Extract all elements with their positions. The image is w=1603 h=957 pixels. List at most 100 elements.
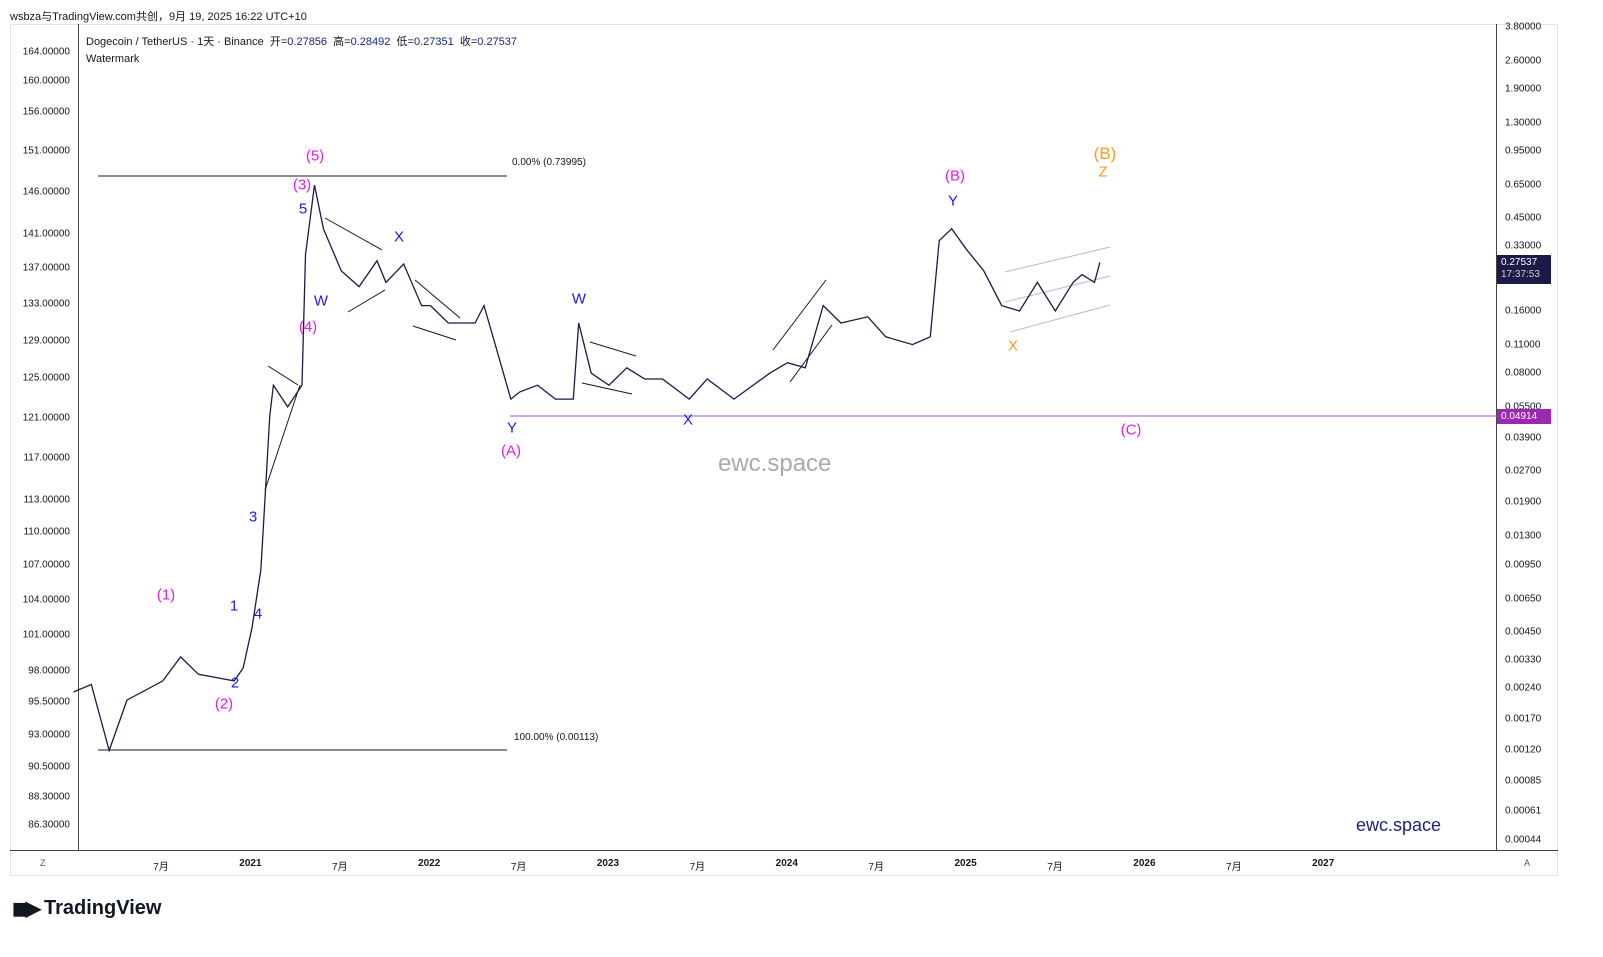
wave-label: (A) <box>501 442 521 460</box>
right-axis-tick: 0.00120 <box>1505 744 1542 756</box>
left-axis-tick: 93.00000 <box>28 729 70 741</box>
right-axis-tick: 0.95000 <box>1505 145 1542 157</box>
symbol-legend[interactable]: Dogecoin / TetherUS · 1天 · Binance 开= 0.2… <box>86 34 517 68</box>
channel-lines <box>1004 246 1111 333</box>
left-axis-tick: 98.00000 <box>28 665 70 677</box>
fib-top-label: 0.00% (0.73995) <box>512 157 586 168</box>
time-axis-tick: 2022 <box>418 858 441 869</box>
left-price-axis[interactable]: 164.00000 160.00000 156.00000 151.00000 146.… <box>10 24 79 850</box>
left-axis-tick: 160.00000 <box>22 75 70 87</box>
wave-label: (C) <box>1120 421 1142 439</box>
close-label: 收= <box>459 36 478 48</box>
time-axis-tick: 2024 <box>775 858 798 869</box>
wave-label: W <box>313 292 329 310</box>
close-value: 0.27537 <box>477 36 518 48</box>
time-axis-tick: 7月 <box>689 862 706 873</box>
chart-frame <box>10 24 1558 876</box>
right-axis-tick: 0.03900 <box>1505 432 1542 444</box>
right-axis-tick: 0.08000 <box>1505 367 1542 379</box>
wave-label: Z <box>1098 163 1108 181</box>
wave-label: Y <box>506 419 518 437</box>
left-axis-tick: 146.00000 <box>22 186 70 198</box>
open-label: 开= <box>269 36 288 48</box>
right-axis-tick: 0.01900 <box>1505 496 1542 508</box>
wave-label: (2) <box>214 695 234 713</box>
wave-label: 4 <box>253 605 263 623</box>
wave-label: X <box>1007 337 1019 355</box>
right-axis-tick: 0.00450 <box>1505 626 1542 638</box>
left-axis-tick: 137.00000 <box>22 262 70 274</box>
low-value: 0.27351 <box>413 36 454 48</box>
right-axis-tick: 0.65000 <box>1505 179 1542 191</box>
high-value: 0.28492 <box>350 36 391 48</box>
wave-label: 3 <box>248 508 258 526</box>
low-label: 低= <box>396 36 414 48</box>
left-axis-tick: 156.00000 <box>22 106 70 118</box>
tv-logo-icon: ◼▶ <box>12 898 41 920</box>
wave-label: X <box>682 411 694 429</box>
left-axis-tick: 164.00000 <box>22 46 70 58</box>
time-axis-tick: 2027 <box>1312 858 1335 869</box>
right-axis-tick: 0.00650 <box>1505 593 1542 605</box>
brand-name: TradingView <box>43 897 162 919</box>
left-axis-tick: 107.00000 <box>22 559 70 571</box>
right-axis-tick: 0.00240 <box>1505 682 1542 694</box>
left-axis-tick: 117.00000 <box>23 452 70 464</box>
wave-label: (B) <box>945 167 965 185</box>
wave-label: (5) <box>305 147 325 165</box>
left-axis-tick: 129.00000 <box>22 335 70 347</box>
wave-label: 1 <box>229 597 239 615</box>
right-axis-tick: 0.00061 <box>1505 805 1542 817</box>
right-axis-tick: 0.33000 <box>1505 240 1542 252</box>
right-axis-tick: 0.00085 <box>1505 775 1542 787</box>
bar-countdown: 17:37:53 <box>1501 269 1540 280</box>
left-axis-tick: 110.00000 <box>23 526 70 538</box>
left-axis-tick: 113.00000 <box>23 494 70 506</box>
last-price-tag: 0.27537 17:37:53 <box>1497 255 1551 284</box>
right-axis-tick: 1.30000 <box>1505 117 1542 129</box>
time-axis-tick: 7月 <box>153 862 169 873</box>
left-axis-tick: 90.50000 <box>28 761 70 773</box>
auto-scale-toggle[interactable]: A <box>1524 858 1531 868</box>
time-axis-tick: 7月 <box>510 862 527 873</box>
right-price-axis[interactable]: 3.80000 2.60000 1.90000 1.30000 0.95000 0.650… <box>1496 21 1559 850</box>
watermark-indicator: Watermark <box>86 53 140 65</box>
left-axis-tick: 88.30000 <box>28 791 70 803</box>
time-axis[interactable]: 7月 2021 7月 2022 7月 2023 7月 2024 7月 2025 7月 2026 7月 20… <box>10 850 1558 877</box>
right-axis-tick: 3.80000 <box>1505 21 1542 33</box>
wave-label: Y <box>947 192 959 210</box>
left-axis-tick: 86.30000 <box>28 819 70 831</box>
right-axis-tick: 0.00044 <box>1505 834 1542 846</box>
wave-label: 5 <box>298 200 308 218</box>
right-axis-tick: 0.16000 <box>1505 305 1542 317</box>
wave-label: (4) <box>298 318 318 336</box>
trendlines <box>264 217 833 491</box>
right-axis-tick: 2.60000 <box>1505 55 1542 67</box>
time-axis-tick: 7月 <box>1047 862 1063 873</box>
right-axis-tick: 0.05500 <box>1505 401 1542 413</box>
right-axis-tick: 0.00330 <box>1505 654 1542 666</box>
wave-label: (1) <box>156 586 176 604</box>
time-axis-tick: 7月 <box>868 862 884 873</box>
symbol-name: Dogecoin / TetherUS · 1天 · Binance <box>86 36 264 48</box>
left-axis-tick: 133.00000 <box>22 298 70 310</box>
high-label: 高= <box>333 36 351 48</box>
right-axis-tick: 0.01300 <box>1505 530 1542 542</box>
left-axis-tick: 95.50000 <box>28 696 70 708</box>
left-axis-tick: 141.00000 <box>22 228 70 240</box>
wave-label: W <box>571 290 587 308</box>
right-axis-tick: 0.11000 <box>1505 339 1541 351</box>
right-axis-tick: 1.90000 <box>1505 83 1542 95</box>
corner-watermark: ewc.space <box>1356 815 1442 835</box>
left-axis-tick: 101.00000 <box>22 629 70 641</box>
tradingview-logo[interactable]: ◼▶ TradingView <box>12 896 161 921</box>
last-price: 0.27537 <box>1501 257 1538 268</box>
wave-label: 2 <box>230 674 240 692</box>
scale-toggle-left[interactable]: Z <box>40 858 46 868</box>
wave-label: (B) <box>1093 144 1117 163</box>
left-axis-tick: 125.00000 <box>22 372 70 384</box>
right-axis-tick: 0.00170 <box>1505 713 1542 725</box>
left-axis-tick: 151.00000 <box>22 145 70 157</box>
attribution: wsbza与TradingView.com共创，9月 19, 2025 16:2… <box>10 11 307 23</box>
